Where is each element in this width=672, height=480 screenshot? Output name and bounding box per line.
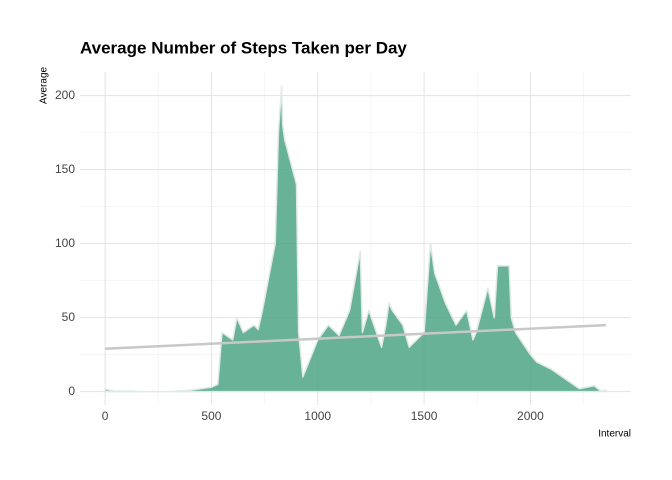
- y-tick-label: 150: [55, 162, 75, 176]
- x-tick-label: 500: [201, 409, 221, 423]
- y-axis-label: Average: [39, 66, 50, 104]
- x-tick-label: 1000: [304, 409, 331, 423]
- y-tick-label: 100: [55, 236, 75, 250]
- x-tick-label: 1500: [411, 409, 438, 423]
- y-tick-label: 0: [68, 384, 75, 398]
- area: [104, 86, 607, 393]
- y-tick-label: 200: [55, 88, 75, 102]
- x-tick-label: 2000: [517, 409, 544, 423]
- x-axis-label: Interval: [598, 429, 631, 440]
- chart-title: Average Number of Steps Taken per Day: [80, 38, 407, 57]
- x-tick-label: 0: [102, 409, 109, 423]
- y-tick-label: 50: [62, 310, 76, 324]
- trend-line: [105, 323, 606, 351]
